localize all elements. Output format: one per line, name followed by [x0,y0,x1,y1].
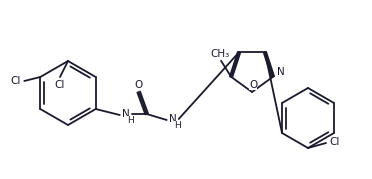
Text: Cl: Cl [330,137,340,147]
Text: Cl: Cl [55,80,65,90]
Text: CH₃: CH₃ [211,49,230,59]
Text: N: N [277,67,285,77]
Text: Cl: Cl [10,76,20,86]
Text: O: O [135,80,143,90]
Text: H: H [127,115,134,125]
Text: O: O [249,80,257,90]
Text: N: N [122,109,129,119]
Text: H: H [174,120,181,129]
Text: N: N [169,114,177,124]
